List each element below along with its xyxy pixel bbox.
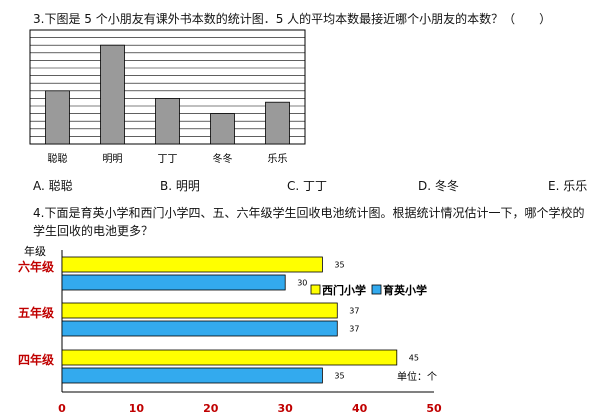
chart2-bar	[61, 349, 398, 366]
option-a: A. 聪聪	[33, 179, 73, 193]
chart2-category-label: 四年级	[18, 352, 54, 367]
question-3-text: 3.下图是 5 个小朋友有课外书本数的统计图．5 人的平均本数最接近哪个小朋友的…	[33, 12, 552, 26]
books-bar-chart: 聪聪 明明 丁丁 冬冬 乐乐	[29, 29, 306, 165]
chart2-value-label: 35	[334, 372, 344, 381]
question-4-text-line1: 4.下面是育英小学和西门小学四、五、六年级学生回收电池统计图。根据统计情况估计一…	[33, 206, 585, 220]
chart1-grid	[29, 29, 306, 145]
chart2-x-tick-label: 20	[203, 402, 219, 415]
option-d: D. 冬冬	[418, 179, 459, 193]
chart1-bar	[265, 101, 290, 145]
chart2-legend: 西门小学 育英小学	[310, 283, 427, 297]
chart2-value-label: 30	[297, 279, 307, 288]
chart1-x-tick-label: 明明	[103, 153, 123, 165]
chart1-bar	[100, 44, 125, 145]
chart2-value-label: 35	[334, 261, 344, 270]
chart1-bar	[155, 98, 180, 145]
chart1-x-tick-label: 丁丁	[158, 154, 178, 165]
chart2-unit-label: 单位：个	[397, 370, 437, 383]
chart2-x-tick-label: 50	[426, 402, 442, 415]
legend-swatch-yuying	[371, 284, 382, 295]
option-b: B. 明明	[160, 179, 200, 193]
chart2-value-label: 37	[349, 307, 359, 316]
chart1-x-tick-label: 冬冬	[213, 152, 233, 165]
chart2-bar	[61, 320, 338, 337]
chart1-bar	[45, 90, 70, 145]
chart2-x-tick-label: 40	[352, 402, 368, 415]
chart2-x-tick-label: 10	[129, 402, 145, 415]
chart1-x-tick-label: 聪聪	[48, 152, 68, 165]
chart2-category-label: 六年级	[18, 259, 54, 274]
chart2-bar	[61, 367, 323, 384]
legend-label-ximen: 西门小学	[322, 283, 366, 297]
chart2-x-tick-label: 0	[58, 402, 66, 415]
option-e: E. 乐乐	[548, 179, 588, 193]
legend-label-yuying: 育英小学	[383, 283, 427, 297]
chart1-bars	[45, 44, 290, 145]
legend-swatch-ximen	[310, 284, 321, 295]
chart1-x-labels: 聪聪 明明 丁丁 冬冬 乐乐	[48, 152, 288, 165]
chart2-bar	[61, 302, 338, 319]
chart2-category-label: 五年级	[18, 305, 54, 320]
chart1-bar	[210, 113, 235, 145]
option-c: C. 丁丁	[287, 179, 328, 193]
chart2-bar	[61, 256, 323, 273]
question-4-text-line2: 学生回收的电池更多？	[33, 224, 154, 238]
chart1-x-tick-label: 乐乐	[268, 153, 288, 165]
chart2-value-label: 37	[349, 325, 359, 334]
chart2-x-tick-label: 30	[278, 402, 294, 415]
chart2-value-label: 45	[409, 354, 419, 363]
chart2-y-axis-title: 年级	[24, 244, 46, 258]
chart2-bar	[61, 274, 286, 291]
